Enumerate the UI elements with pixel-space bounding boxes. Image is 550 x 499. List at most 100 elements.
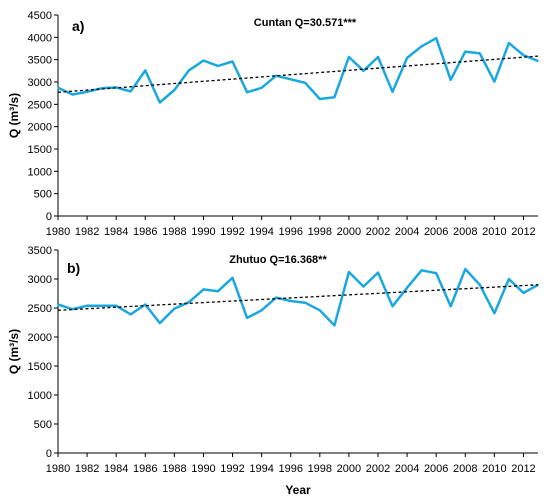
x-tick-label: 2010: [482, 463, 506, 475]
y-tick-label: 2500: [28, 99, 52, 111]
y-tick-label: 0: [46, 448, 52, 460]
data-point: [319, 98, 321, 100]
data-point: [260, 309, 263, 312]
x-tick-label: 2002: [366, 463, 390, 475]
y-axis-label: Q (m³/s): [7, 329, 21, 374]
data-point: [479, 284, 481, 286]
x-tick-label: 1994: [249, 463, 273, 475]
data-point: [188, 301, 190, 304]
data-point: [362, 70, 365, 72]
panel-b: 0 500 1000 1500 2000 2500 3000 3500 1980 1982 1984…: [7, 245, 539, 497]
x-tick-label: 2000: [337, 226, 361, 238]
data-point: [391, 305, 394, 308]
data-point: [420, 269, 423, 272]
data-point: [144, 69, 147, 72]
x-tick-label: 1990: [191, 226, 215, 238]
x-tick-label: 2012: [511, 226, 535, 238]
data-point: [202, 59, 205, 62]
panel-label: b): [67, 260, 80, 276]
x-tick-label: 2008: [453, 226, 477, 238]
x-tick-label: 2010: [482, 226, 506, 238]
x-tick-label: 1998: [308, 463, 332, 475]
data-point: [464, 268, 467, 270]
data-point: [333, 324, 336, 327]
y-tick-label: 2000: [28, 122, 52, 134]
x-tick-label: 1988: [162, 226, 186, 238]
data-point: [304, 82, 307, 84]
data-point: [406, 286, 408, 289]
data-point: [319, 309, 321, 312]
data-point: [537, 60, 539, 62]
x-tick-label: 1988: [162, 463, 186, 475]
y-tick-label: 2500: [28, 303, 52, 315]
trend-line: [57, 55, 539, 93]
x-tick-label: 1984: [104, 226, 128, 238]
data-point: [362, 285, 365, 288]
data-point: [464, 50, 467, 53]
x-tick-label: 1980: [46, 226, 70, 238]
data-point: [173, 89, 176, 91]
data-point: [304, 301, 307, 304]
x-tick-label: 1994: [249, 226, 273, 238]
data-point: [333, 96, 336, 98]
data-point: [188, 69, 190, 72]
data-point: [159, 322, 161, 324]
data-point: [508, 42, 510, 44]
y-tick-label: 500: [34, 419, 52, 431]
data-point: [217, 65, 219, 67]
data-point: [71, 308, 74, 310]
data-point: [129, 313, 132, 316]
data-point: [173, 307, 176, 310]
data-point: [129, 90, 132, 93]
panel-title: Zhutuo Q=16.368**: [229, 254, 327, 266]
data-point: [449, 78, 452, 81]
series-line: [57, 267, 539, 327]
data-point: [57, 303, 59, 306]
x-tick-label: 2006: [424, 463, 448, 475]
data-point: [522, 54, 525, 56]
data-point: [144, 303, 147, 306]
x-tick-label: 1992: [220, 226, 244, 238]
data-point: [406, 57, 408, 59]
y-tick-label: 1000: [28, 166, 52, 178]
data-point: [246, 91, 248, 94]
x-tick-label: 2000: [337, 463, 361, 475]
panel-a: 0 500 1000 1500 2000 2500 3000 3500 4000 4500 1980…: [7, 10, 539, 238]
y-tick-label: 1000: [28, 390, 52, 402]
data-point: [493, 80, 496, 83]
data-point: [202, 288, 205, 291]
x-tick-label: 2004: [395, 226, 419, 238]
data-point: [275, 74, 277, 77]
data-point: [420, 45, 423, 48]
y-tick-label: 4500: [28, 10, 52, 22]
data-point: [391, 91, 394, 93]
data-point: [435, 37, 437, 40]
data-point: [493, 312, 496, 315]
data-point: [289, 300, 292, 302]
x-tick-label: 1982: [75, 226, 99, 238]
x-tick-label: 1992: [220, 463, 244, 475]
data-point: [86, 304, 88, 307]
panel-title: Cuntan Q=30.571***: [254, 17, 357, 29]
x-tick-label: 1982: [75, 463, 99, 475]
y-tick-label: 2000: [28, 332, 52, 344]
data-point: [231, 60, 234, 63]
x-tick-label: 1990: [191, 463, 215, 475]
data-point: [377, 271, 379, 274]
y-tick-label: 4000: [28, 32, 52, 44]
data-point: [289, 78, 292, 81]
data-point: [217, 290, 219, 292]
data-point: [377, 56, 379, 58]
data-point: [71, 93, 74, 96]
y-tick-label: 3000: [28, 77, 52, 89]
y-tick-label: 1500: [28, 361, 52, 373]
data-point: [115, 304, 117, 307]
y-tick-label: 1500: [28, 144, 52, 156]
x-tick-label: 2004: [395, 463, 419, 475]
x-tick-label: 1986: [133, 226, 157, 238]
data-point: [449, 305, 452, 308]
data-point: [100, 304, 103, 307]
x-tick-label: 1996: [278, 226, 302, 238]
data-point: [260, 87, 263, 89]
